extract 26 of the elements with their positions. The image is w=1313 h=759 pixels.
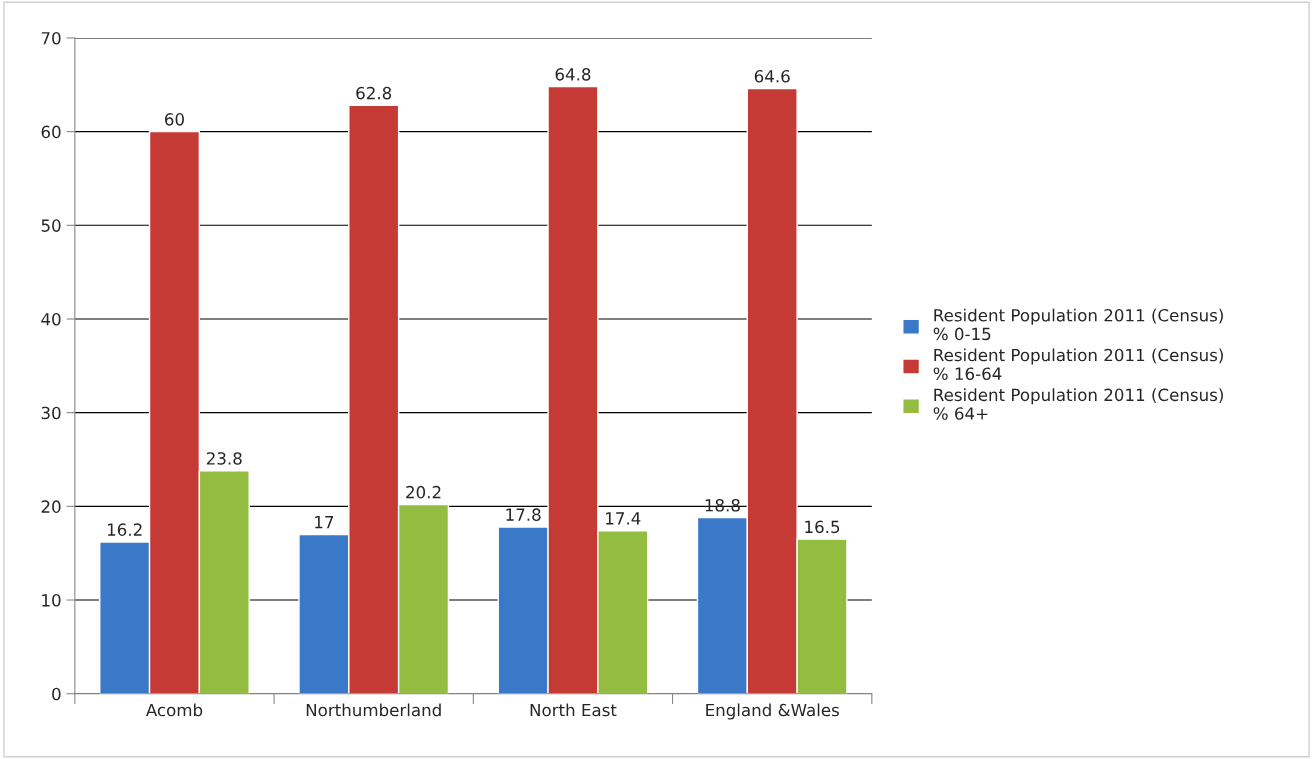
y-tick-label: 50: [41, 219, 61, 232]
y-tick-label: 30: [41, 406, 61, 420]
data-label: 17.4: [606, 512, 641, 525]
data-label: 20.2: [406, 485, 441, 499]
legend-label: Resident Population 2011 (Census) % 64+: [933, 388, 1223, 420]
y-tick-label: 40: [41, 312, 61, 326]
y-tick-label: 20: [41, 500, 61, 513]
legend-label: Resident Population 2011 (Census) % 0-15: [933, 308, 1223, 341]
data-label: 16.5: [805, 520, 840, 534]
x-tick-label: Acomb: [145, 703, 203, 717]
x-tick-label: Northumberland: [306, 703, 441, 717]
y-tick-label: 10: [42, 594, 61, 607]
y-tick-label: 60: [41, 125, 61, 139]
data-label: 23.8: [206, 452, 242, 465]
legend-label: Resident Population 2011 (Census) % 16-64: [933, 348, 1223, 381]
x-tick-label: England &Wales: [706, 703, 839, 720]
data-label: 60: [165, 113, 184, 126]
x-tick-label: North East: [530, 703, 617, 717]
data-label: 64.8: [555, 68, 591, 81]
y-tick-label: 0: [52, 687, 61, 701]
y-tick-label: 70: [41, 31, 61, 45]
data-label: 17.8: [506, 508, 541, 521]
data-label: 16.2: [107, 523, 142, 536]
data-label: 17: [315, 516, 334, 529]
data-label: 62.8: [356, 86, 392, 100]
data-label: 64.6: [754, 69, 790, 83]
